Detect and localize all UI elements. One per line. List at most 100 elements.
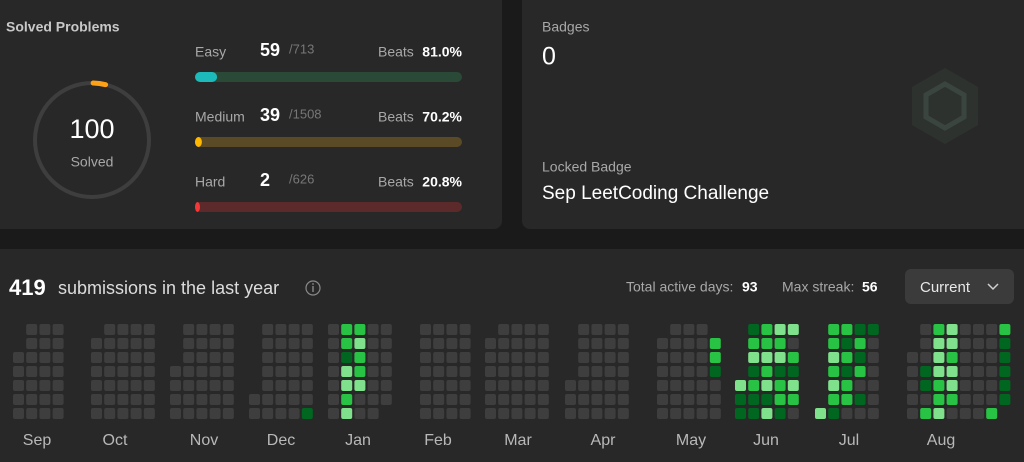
calendar-cell <box>946 366 958 377</box>
submissions-count: 419 <box>9 275 46 300</box>
calendar-cell <box>511 352 523 363</box>
calendar-cell <box>104 338 116 349</box>
calendar-cell <box>420 366 431 377</box>
calendar-cell <box>999 338 1011 349</box>
calendar-cell <box>367 366 379 377</box>
calendar-cell <box>841 366 853 377</box>
calendar-cell <box>617 352 629 363</box>
calendar-cell <box>301 408 313 419</box>
calendar-cell <box>380 324 392 335</box>
calendar-cell <box>91 338 102 349</box>
calendar-cell <box>39 394 51 405</box>
calendar-cell <box>511 338 523 349</box>
calendar-cell <box>986 380 998 391</box>
calendar-cell <box>275 338 287 349</box>
calendar-cell <box>117 338 129 349</box>
calendar-cell <box>367 338 379 349</box>
calendar-cell <box>537 324 549 335</box>
calendar-cell <box>91 380 102 391</box>
badge-icon-inner <box>923 81 967 131</box>
calendar-cell <box>420 352 431 363</box>
calendar-cell <box>39 338 51 349</box>
calendar-cell <box>13 352 24 363</box>
badge-icon <box>912 68 978 144</box>
calendar-cell <box>709 394 721 405</box>
calendar-cell <box>511 380 523 391</box>
calendar-cell <box>999 352 1011 363</box>
calendar-cell <box>683 394 695 405</box>
ring-progress <box>90 80 109 88</box>
calendar-cell <box>420 324 431 335</box>
calendar-cell <box>117 408 129 419</box>
calendar-cell <box>511 408 523 419</box>
calendar-cell <box>222 366 234 377</box>
calendar-cell <box>143 394 155 405</box>
calendar-cell <box>565 394 576 405</box>
calendar-cell <box>867 380 879 391</box>
calendar-cell <box>537 366 549 377</box>
solved-total: 100 <box>69 114 114 144</box>
calendar-cell <box>117 352 129 363</box>
calendar-cell <box>920 338 932 349</box>
calendar-cell <box>986 324 998 335</box>
calendar-cell <box>735 394 746 405</box>
calendar-cell <box>459 408 471 419</box>
calendar-cell <box>275 324 287 335</box>
calendar-cell <box>683 352 695 363</box>
calendar-cell <box>91 408 102 419</box>
calendar-cell <box>354 338 366 349</box>
calendar-cell <box>39 380 51 391</box>
calendar-cell <box>774 408 786 419</box>
calendar-cell <box>367 408 379 419</box>
calendar-cell <box>341 408 353 419</box>
calendar-cell <box>604 352 616 363</box>
calendar-cell <box>973 394 984 405</box>
calendar-cell <box>380 338 392 349</box>
dropdown-button[interactable] <box>905 269 1014 304</box>
calendar-cell <box>761 366 773 377</box>
calendar-cell <box>748 408 760 419</box>
calendar-cell <box>498 380 510 391</box>
calendar-cell <box>52 394 64 405</box>
info-icon[interactable] <box>305 280 321 296</box>
calendar-cell <box>867 394 879 405</box>
calendar-cell <box>670 366 682 377</box>
calendar-cell <box>841 338 853 349</box>
calendar-cell <box>524 408 536 419</box>
calendar-cell <box>670 408 682 419</box>
calendar-cell <box>341 338 353 349</box>
calendar-cell <box>13 394 24 405</box>
calendar-cell <box>959 408 971 419</box>
calendar-cell <box>854 380 866 391</box>
calendar-cell <box>591 380 603 391</box>
dropdown-chevron[interactable] <box>987 283 999 291</box>
calendar-cell <box>761 352 773 363</box>
calendar-cell <box>683 380 695 391</box>
calendar-cell <box>761 324 773 335</box>
dropdown-label[interactable]: Current <box>920 279 971 296</box>
calendar-cell <box>841 324 853 335</box>
calendar-cell <box>485 352 496 363</box>
badges-title: Badges <box>542 19 589 35</box>
calendar-cell <box>143 380 155 391</box>
calendar-cell <box>999 380 1011 391</box>
calendar-cell <box>761 394 773 405</box>
calendar-cell <box>196 366 208 377</box>
calendar-cell <box>446 338 458 349</box>
calendar-cell <box>143 366 155 377</box>
calendar-cell <box>670 394 682 405</box>
calendar-cell <box>143 338 155 349</box>
calendar-cell <box>341 324 353 335</box>
calendar-cell <box>511 394 523 405</box>
calendar-cell <box>446 380 458 391</box>
calendar-cell <box>828 324 840 335</box>
calendar-cell <box>170 408 181 419</box>
calendar-cell <box>999 366 1011 377</box>
calendar-cell <box>433 324 445 335</box>
calendar-cell <box>209 324 221 335</box>
calendar-cell <box>275 352 287 363</box>
calendar-cell <box>959 338 971 349</box>
calendar-cell <box>973 324 984 335</box>
calendar-cell <box>959 366 971 377</box>
difficulty-name: Medium <box>195 109 245 125</box>
